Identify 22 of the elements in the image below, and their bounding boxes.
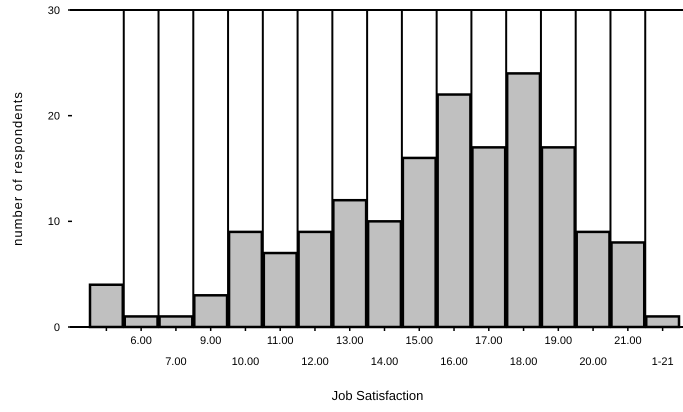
x-tick-label: 18.00 [510,356,538,368]
x-tick-label: 10.00 [232,356,260,368]
y-tick-label: 20 [48,110,60,123]
x-tick-label: 6.00 [130,335,152,347]
x-tick-label: 20.00 [579,356,607,368]
y-tick-label: 30 [48,4,60,17]
y-axis-title: number of respondents [10,91,25,246]
x-tick-label: 7.00 [165,356,187,368]
x-tick-label: 21.00 [614,335,642,347]
x-tick-label: 11.00 [266,335,294,347]
x-tick-label: 15.00 [406,335,434,347]
y-tick-label: 0 [54,322,60,334]
x-tick-label: 1-21 [652,356,674,368]
x-tick-label: 12.00 [301,356,329,368]
y-tick-label: 10 [48,216,60,228]
x-tick-label: 19.00 [544,335,572,347]
x-tick-label: 16.00 [440,356,468,368]
x-tick-label: 9.00 [200,335,222,347]
x-tick-label: 13.00 [336,335,364,347]
x-tick-label: 14.00 [370,356,398,368]
x-tick-label: 17.00 [475,335,503,347]
x-axis-title: Job Satisfaction [332,388,424,403]
